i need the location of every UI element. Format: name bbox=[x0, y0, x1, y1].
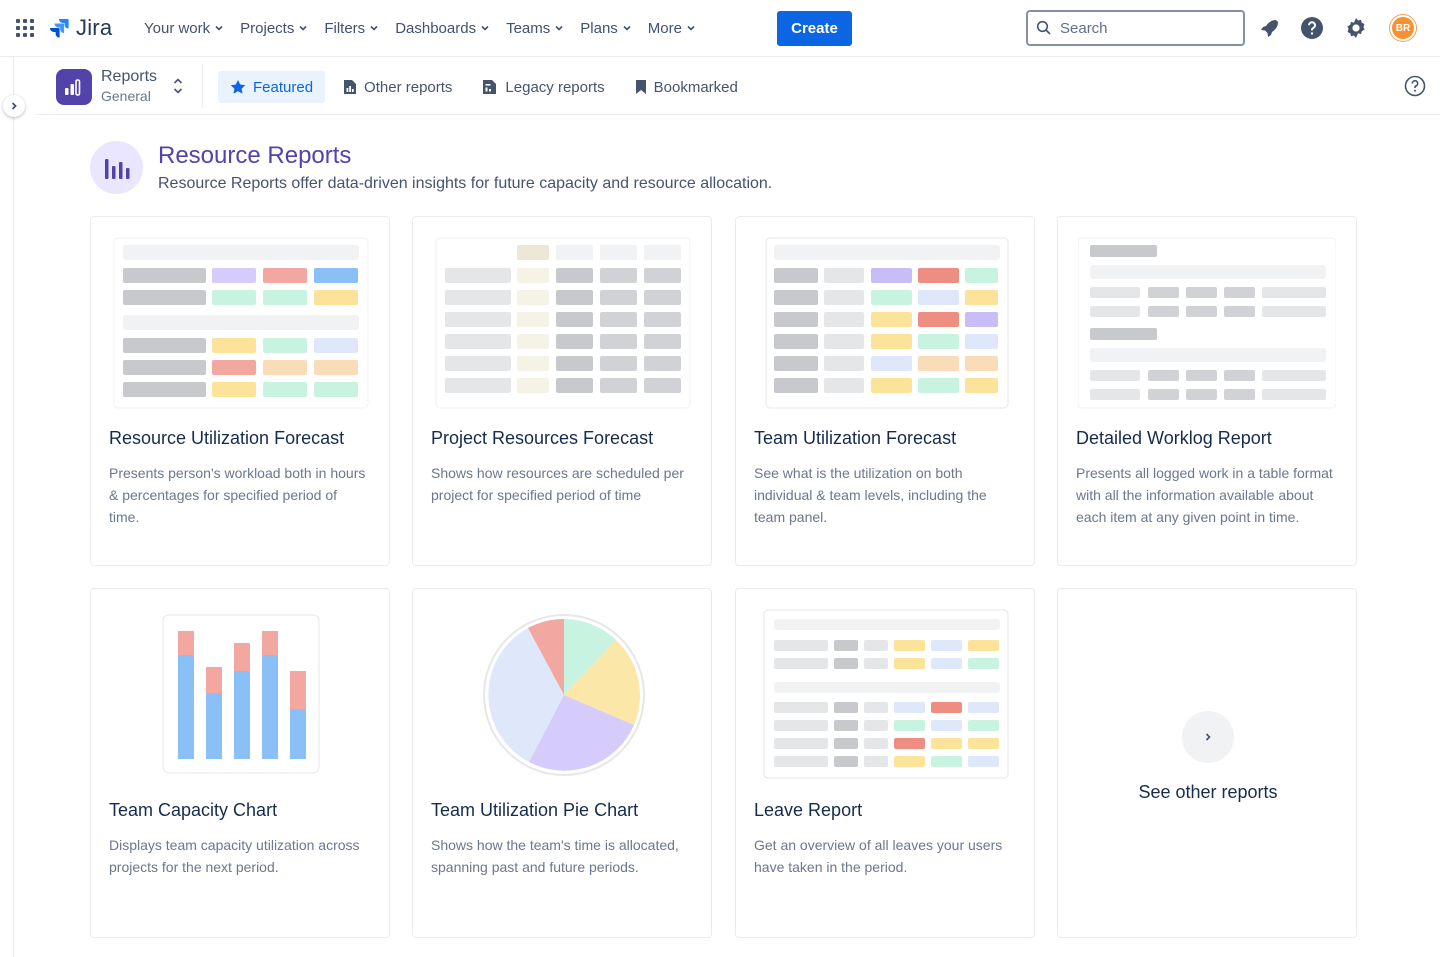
nav-label: More bbox=[647, 19, 682, 37]
nav-your-work[interactable]: Your work bbox=[136, 14, 232, 42]
report-card-team-utilization-pie-chart[interactable]: Team Utilization Pie Chart Shows how the… bbox=[412, 588, 712, 938]
card-description: Displays team capacity utilization acros… bbox=[109, 837, 360, 875]
team-utilization-thumbnail bbox=[765, 237, 1009, 409]
app-title: Reports bbox=[101, 68, 158, 85]
tab-bookmarked[interactable]: Bookmarked bbox=[623, 71, 750, 103]
tab-other-reports[interactable]: Other reports bbox=[331, 71, 464, 103]
app-subtitle: General bbox=[101, 88, 151, 104]
project-resources-thumbnail bbox=[435, 237, 691, 409]
divider bbox=[202, 64, 203, 108]
card-description: Shows how the team's time is allocated, … bbox=[431, 837, 679, 875]
settings-gear-icon[interactable] bbox=[1344, 16, 1368, 40]
resource-utilization-thumbnail bbox=[113, 237, 369, 409]
chevron-right-icon bbox=[11, 102, 17, 110]
reports-subheader: Reports General Featured Other reports L… bbox=[36, 58, 1440, 115]
app-switcher-icon[interactable] bbox=[14, 17, 36, 39]
question-circle-icon[interactable] bbox=[1404, 75, 1426, 97]
nav-filters[interactable]: Filters bbox=[316, 14, 387, 42]
bar-chart-icon bbox=[104, 158, 129, 179]
nav-projects[interactable]: Projects bbox=[232, 14, 316, 42]
bookmark-icon bbox=[635, 80, 646, 94]
chevron-down-icon bbox=[215, 25, 223, 31]
search-box[interactable] bbox=[1026, 10, 1245, 46]
tab-featured[interactable]: Featured bbox=[218, 71, 326, 103]
tab-label: Bookmarked bbox=[653, 78, 738, 96]
tab-label: Featured bbox=[253, 78, 314, 96]
nav-dashboards[interactable]: Dashboards bbox=[387, 14, 498, 42]
resource-reports-icon bbox=[90, 141, 143, 194]
nav-label: Your work bbox=[144, 19, 211, 37]
tab-label: Legacy reports bbox=[505, 78, 605, 96]
report-card-team-capacity-chart[interactable]: Team Capacity Chart Displays team capaci… bbox=[90, 588, 390, 938]
leave-report-thumbnail bbox=[763, 609, 1009, 779]
nav-teams[interactable]: Teams bbox=[498, 14, 572, 42]
card-title: Resource Utilization Forecast bbox=[109, 428, 345, 448]
tab-legacy-reports[interactable]: Legacy reports bbox=[470, 71, 616, 103]
nav-plans[interactable]: Plans bbox=[572, 14, 640, 42]
star-icon bbox=[230, 80, 246, 94]
card-description: See what is the utilization on both indi… bbox=[754, 465, 987, 525]
report-card-team-utilization-forecast[interactable]: Team Utilization Forecast See what is th… bbox=[735, 216, 1035, 566]
search-icon bbox=[1036, 20, 1051, 35]
chevron-down-icon bbox=[555, 25, 563, 31]
nav-label: Filters bbox=[324, 19, 366, 37]
jira-logo-icon bbox=[50, 19, 69, 38]
chevron-right-icon bbox=[1205, 733, 1211, 741]
card-title: Detailed Worklog Report bbox=[1076, 428, 1272, 448]
project-switcher-icon[interactable] bbox=[172, 76, 184, 96]
main-menu: Your work Projects Filters Dashboards Te… bbox=[136, 14, 704, 42]
card-title: Leave Report bbox=[754, 800, 863, 820]
nav-label: Projects bbox=[240, 19, 295, 37]
logo-text: Jira bbox=[76, 15, 113, 40]
help-icon[interactable] bbox=[1300, 16, 1324, 40]
report-card-leave-report[interactable]: Leave Report Get an overview of all leav… bbox=[735, 588, 1035, 938]
expand-sidebar-button[interactable] bbox=[3, 95, 25, 117]
jira-logo[interactable]: Jira bbox=[48, 14, 112, 42]
capacity-chart-thumbnail bbox=[162, 614, 320, 774]
nav-label: Teams bbox=[506, 19, 551, 37]
chevron-down-icon bbox=[481, 25, 489, 31]
pie-chart-thumbnail bbox=[483, 614, 645, 776]
card-title: Project Resources Forecast bbox=[431, 428, 654, 448]
chevron-down-icon bbox=[299, 25, 307, 31]
chevron-down-icon bbox=[687, 25, 695, 31]
nav-more[interactable]: More bbox=[640, 14, 704, 42]
see-other-reports-button[interactable] bbox=[1182, 711, 1234, 763]
card-title: Team Utilization Pie Chart bbox=[431, 800, 639, 820]
tab-label: Other reports bbox=[364, 78, 453, 96]
search-input[interactable] bbox=[1060, 19, 1230, 37]
report-icon bbox=[344, 80, 357, 94]
see-other-reports-card[interactable]: See other reports bbox=[1057, 588, 1357, 938]
card-title: Team Capacity Chart bbox=[109, 800, 278, 820]
card-description: Get an overview of all leaves your users… bbox=[754, 837, 1003, 875]
grid-rows bbox=[445, 268, 681, 393]
left-sidebar-rail bbox=[0, 57, 14, 957]
create-button[interactable]: Create bbox=[777, 11, 852, 46]
notifications-icon[interactable] bbox=[1257, 16, 1281, 40]
card-title: Team Utilization Forecast bbox=[754, 428, 957, 448]
page-title: Resource Reports bbox=[158, 142, 352, 169]
nav-label: Plans bbox=[580, 19, 618, 37]
report-card-project-resources-forecast[interactable]: Project Resources Forecast Shows how res… bbox=[412, 216, 712, 566]
card-description: Presents person's workload both in hours… bbox=[109, 465, 366, 525]
report-card-resource-utilization-forecast[interactable]: Resource Utilization Forecast Presents p… bbox=[90, 216, 390, 566]
card-title: See other reports bbox=[1138, 782, 1278, 802]
report-card-detailed-worklog-report[interactable]: Detailed Worklog Report Presents all log… bbox=[1057, 216, 1357, 566]
top-navigation: Jira Your work Projects Filters Dashboar… bbox=[0, 0, 1440, 57]
chevron-down-icon bbox=[370, 25, 378, 31]
worklog-thumbnail bbox=[1078, 237, 1336, 409]
page-description: Resource Reports offer data-driven insig… bbox=[158, 175, 773, 192]
user-avatar[interactable]: BR bbox=[1390, 15, 1416, 41]
report-tabs: Featured Other reports Legacy reports Bo… bbox=[218, 71, 750, 103]
reports-app-icon bbox=[56, 69, 92, 105]
chevron-down-icon bbox=[623, 25, 631, 31]
card-description: Shows how resources are scheduled per pr… bbox=[431, 465, 684, 503]
legacy-report-icon bbox=[483, 80, 497, 94]
card-description: Presents all logged work in a table form… bbox=[1076, 465, 1333, 525]
bar-chart-icon bbox=[65, 79, 81, 96]
nav-label: Dashboards bbox=[395, 19, 477, 37]
